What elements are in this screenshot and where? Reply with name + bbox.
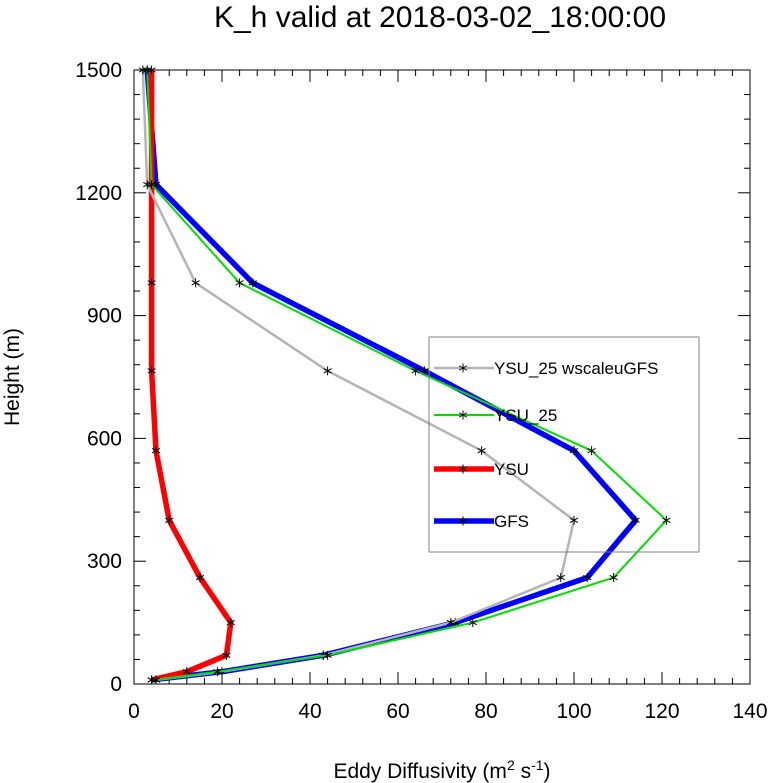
y-tick-label: 600 <box>87 427 122 450</box>
legend-item: YSU <box>434 460 529 479</box>
data-point <box>165 515 174 525</box>
data-point <box>446 618 455 628</box>
series-ysu-25 <box>143 65 671 685</box>
x-tick-label: 0 <box>128 700 140 723</box>
y-tick-label: 1200 <box>75 182 122 205</box>
data-point <box>151 675 161 685</box>
data-point <box>143 65 152 75</box>
data-point <box>182 667 191 677</box>
legend: YSU_25 wscaleuGFS YSU_25 YSU GFS <box>428 336 700 553</box>
data-point <box>147 366 156 376</box>
x-tick-label: 40 <box>298 700 321 723</box>
data-point <box>556 573 565 583</box>
data-point <box>226 618 235 628</box>
chart-title: K_h valid at 2018-03-02_18:00:00 <box>214 1 666 34</box>
y-axis-label: Height (m) <box>1 328 24 426</box>
data-point <box>151 446 161 456</box>
x-tick-label: 80 <box>474 700 497 723</box>
legend-marker <box>458 516 468 526</box>
data-point <box>235 278 244 288</box>
series-layer <box>138 65 671 685</box>
legend-box <box>428 336 700 553</box>
data-point <box>147 180 156 190</box>
plot-frame <box>133 69 751 685</box>
data-point <box>213 667 222 677</box>
data-point <box>323 650 332 660</box>
data-point <box>191 278 200 288</box>
data-point <box>147 278 156 288</box>
data-point <box>195 573 205 583</box>
legend-marker <box>458 410 468 420</box>
data-point <box>587 446 596 456</box>
series-ysu <box>147 65 235 685</box>
legend-label: YSU <box>494 460 529 479</box>
legend-marker <box>458 464 468 474</box>
data-point <box>583 573 592 583</box>
x-tick-label: 60 <box>386 700 409 723</box>
data-point <box>248 278 257 288</box>
data-point <box>411 366 420 376</box>
y-tick-label: 1500 <box>75 59 122 82</box>
data-point <box>323 366 332 376</box>
data-point <box>631 515 640 525</box>
data-point <box>468 618 477 628</box>
legend-label: YSU_25 <box>494 406 557 425</box>
legend-item: YSU_25 wscaleuGFS <box>434 359 658 378</box>
x-tick-label: 100 <box>556 700 591 723</box>
data-point <box>477 446 486 456</box>
legend-marker <box>458 363 468 373</box>
x-tick-label: 120 <box>644 700 679 723</box>
data-point <box>569 515 579 525</box>
y-tick-label: 0 <box>110 673 122 696</box>
data-point <box>662 515 671 525</box>
x-axis-label: Eddy Diffusivity (m2 s-1) <box>333 757 550 783</box>
legend-label: YSU_25 wscaleuGFS <box>494 359 658 378</box>
x-tick-label: 20 <box>210 700 233 723</box>
x-tick-label: 140 <box>732 700 767 723</box>
y-tick-label: 900 <box>87 305 122 328</box>
axes: 0 20 40 60 80 100 120 140 0 300 600 900 1200 1500 <box>75 59 767 723</box>
data-point <box>222 650 231 660</box>
data-point <box>609 573 618 583</box>
legend-item: YSU_25 <box>434 406 557 425</box>
legend-item: GFS <box>434 512 529 531</box>
legend-label: GFS <box>494 512 529 531</box>
series-line <box>148 70 234 683</box>
data-point <box>569 446 579 456</box>
y-tick-label: 300 <box>87 550 122 573</box>
